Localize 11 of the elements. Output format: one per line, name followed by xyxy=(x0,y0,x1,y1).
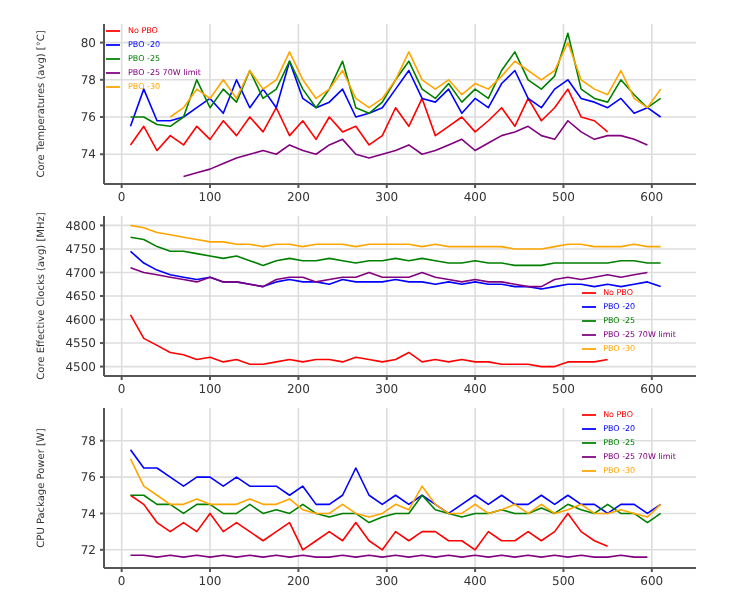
line-series xyxy=(129,236,662,267)
line-series xyxy=(129,224,662,250)
line-series xyxy=(129,266,649,288)
line-series xyxy=(129,32,662,128)
line-series xyxy=(129,88,609,152)
line-series xyxy=(182,119,649,178)
line-series xyxy=(129,494,609,551)
line-series xyxy=(129,494,662,524)
line-series xyxy=(129,60,662,128)
line-series xyxy=(129,449,662,515)
line-series xyxy=(129,458,662,518)
